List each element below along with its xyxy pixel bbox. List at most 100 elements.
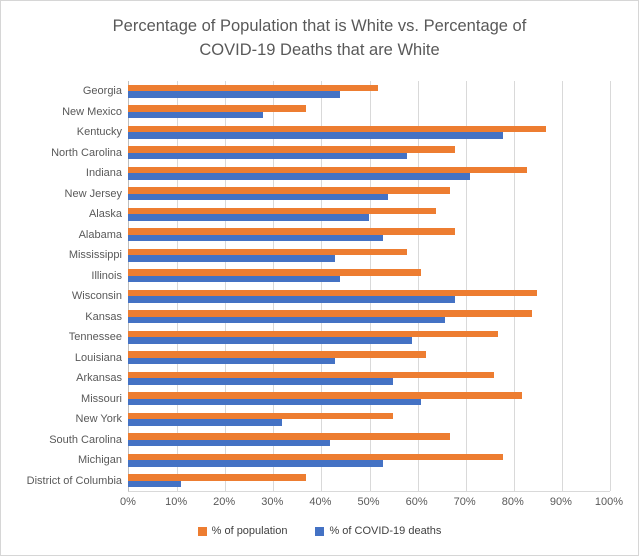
category-label: Illinois [91,269,122,282]
bar-group [128,184,609,205]
legend-swatch-covid-deaths [315,526,325,536]
category-label: New Mexico [62,105,122,118]
gridline [321,81,323,491]
category-label: South Carolina [49,433,122,446]
category-row: Arkansas [1,368,609,389]
bar-covid-deaths [128,111,263,119]
bar-covid-deaths [128,337,412,344]
category-row: New Mexico [1,102,609,123]
bar-covid-deaths [128,460,383,467]
bar-population [128,453,504,461]
bar-group [128,102,609,123]
bar-group [128,225,609,246]
category-row: South Carolina [1,430,609,451]
bar-covid-deaths [128,91,340,98]
bar-covid-deaths [128,214,369,221]
bar-population [128,433,451,440]
bar-population [128,371,494,379]
bar-population [128,269,422,276]
bar-group [128,348,609,369]
gridline [369,81,371,491]
x-axis-tick-label: 20% [213,496,236,508]
bar-group [128,245,609,266]
bar-covid-deaths [128,419,282,426]
category-label: Wisconsin [71,290,122,303]
bar-group [128,450,609,471]
bar-covid-deaths [128,398,422,406]
legend-swatch-population [197,526,207,536]
x-axis-tick-label: 0% [120,496,136,508]
rows-layer: Georgia New Mexico Kentucky North Carolina I… [1,81,609,491]
category-row: Georgia [1,81,609,102]
bar-covid-deaths [128,316,446,324]
bar-covid-deaths [128,255,335,262]
bar-group [128,409,609,430]
bar-covid-deaths [128,275,340,283]
x-axis-tick-label: 40% [309,496,332,508]
bar-population [128,330,499,338]
category-label: Alabama [78,228,122,241]
gridline [417,81,419,491]
x-axis-tick-label: 90% [549,496,572,508]
bar-population [128,289,537,297]
category-row: Alabama [1,225,609,246]
bar-group [128,204,609,225]
bar-population [128,412,393,420]
bar-covid-deaths [128,357,335,365]
gridline [561,81,563,491]
x-axis-tick-label: 60% [405,496,428,508]
legend: % of population % of COVID-19 deaths [1,525,638,537]
gridline [225,81,227,491]
category-row: Mississippi [1,245,609,266]
bar-covid-deaths [128,152,407,160]
plot-area [128,81,611,492]
legend-label: % of population [211,525,288,537]
bar-group [128,368,609,389]
category-label: New York [75,413,122,426]
category-label: Georgia [82,85,122,98]
chart-title: Percentage of Population that is White v… [1,14,638,62]
bar-group [128,163,609,184]
bar-population [128,146,456,153]
category-label: Kansas [85,310,122,323]
bar-population [128,248,407,256]
category-row: Wisconsin [1,286,609,307]
category-label: Tennessee [68,331,122,344]
bar-covid-deaths [128,480,181,488]
bar-covid-deaths [128,132,504,139]
gridline [513,81,515,491]
x-axis-tick-label: 10% [165,496,188,508]
category-row: Louisiana [1,348,609,369]
legend-label: % of COVID-19 deaths [329,525,442,537]
chart-title-line-1: Percentage of Population that is White v… [112,17,527,35]
bar-population [128,310,533,317]
bar-group [128,307,609,328]
category-row: Indiana [1,163,609,184]
x-axis-tick-label: 80% [501,496,524,508]
legend-item-covid-deaths: % of COVID-19 deaths [315,525,441,537]
bar-population [128,125,547,133]
bar-covid-deaths [128,234,383,242]
bar-group [128,81,609,102]
gridline [273,81,275,491]
bar-group [128,389,609,410]
bar-population [128,474,306,481]
category-row: Missouri [1,389,609,410]
bar-group [128,286,609,307]
x-axis-tick-label: 70% [453,496,476,508]
bar-group [128,122,609,143]
category-row: North Carolina [1,143,609,164]
bar-population [128,392,523,399]
category-label: District of Columbia [26,474,122,487]
category-row: District of Columbia [1,471,609,492]
bar-group [128,266,609,287]
bar-group [128,430,609,451]
category-label: Alaska [88,208,122,221]
x-axis-tick-label: 50% [357,496,380,508]
bar-group [128,471,609,492]
gridline [465,81,467,491]
bar-population [128,166,528,174]
x-axis-tick-label: 100% [594,496,624,508]
bar-population [128,351,427,358]
